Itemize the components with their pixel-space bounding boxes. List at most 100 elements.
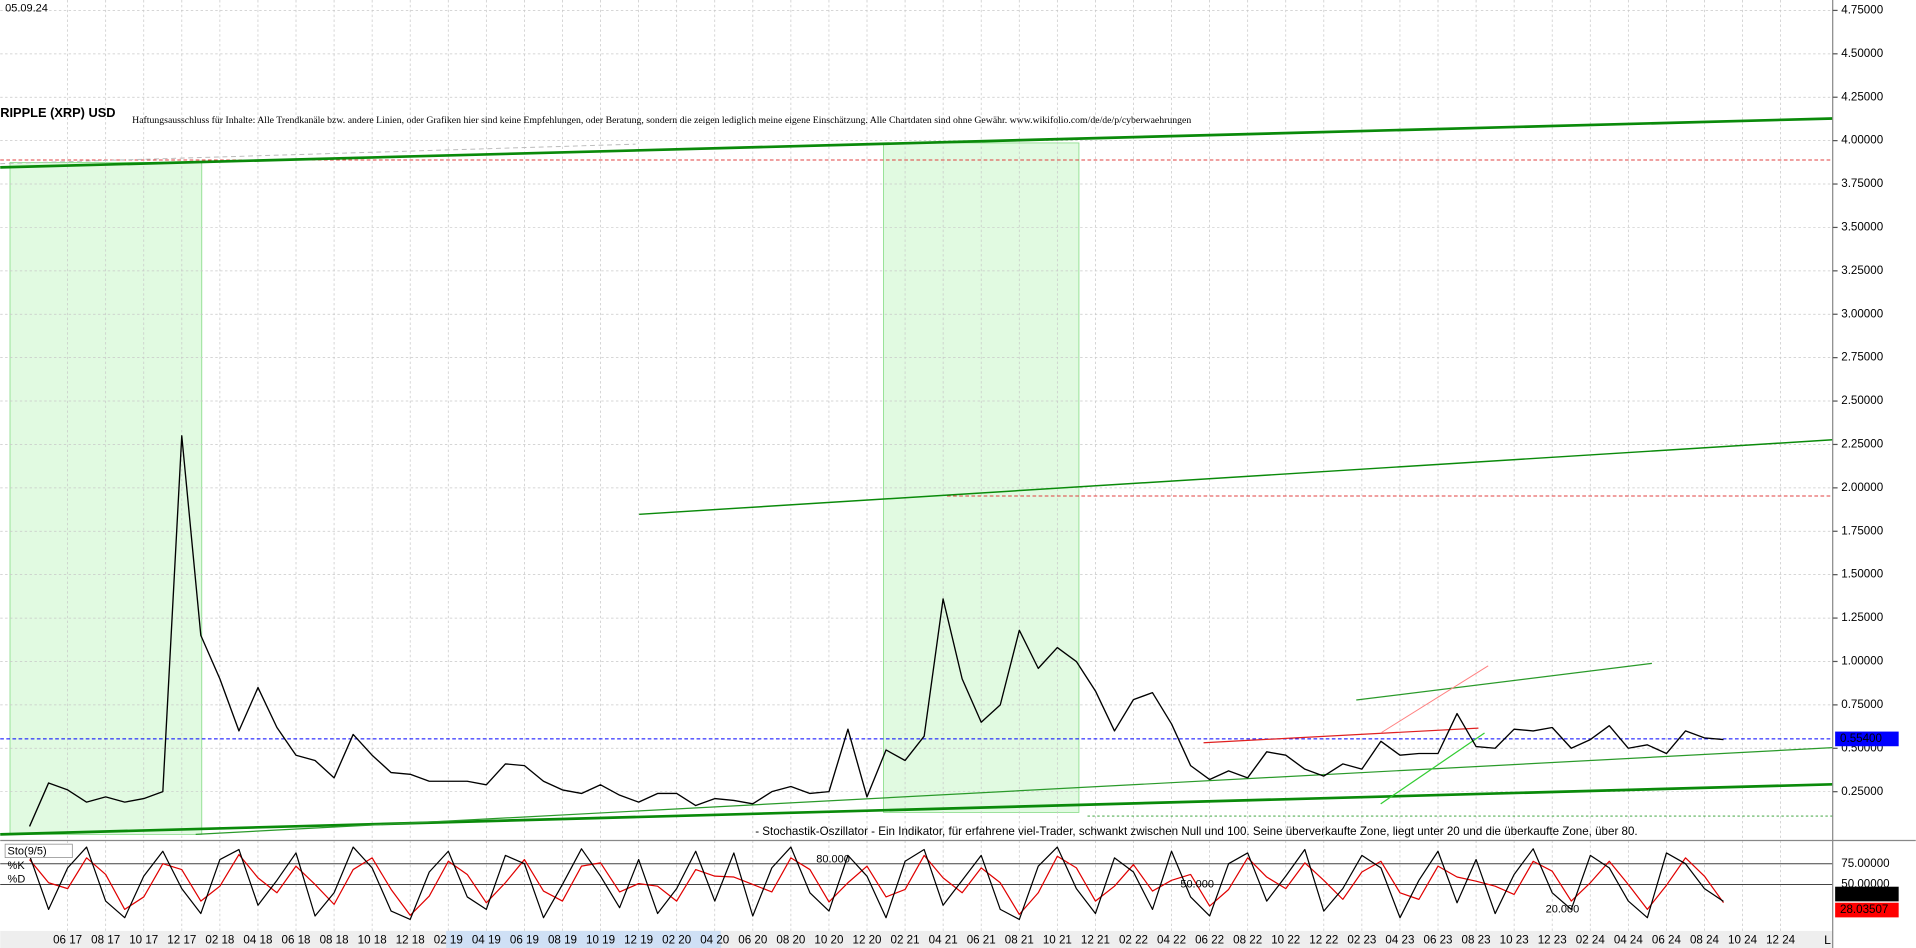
x-tick-label: 04 20 [700,934,729,947]
y-tick-label: 3.50000 [1841,220,1883,233]
indicator-note: - Stochastik-Oszillator - Ein Indikator,… [755,825,1637,838]
trend-line [1203,727,1479,744]
value-box [1835,731,1899,747]
y-tick-label: 4.25000 [1841,90,1883,103]
x-tick-label: 08 24 [1690,934,1720,947]
x-tick-label: 02 19 [434,934,463,947]
y-tick-label: 2.00000 [1841,481,1883,494]
x-tick-label: 06 20 [738,934,767,947]
x-tick-label: 12 19 [624,934,653,947]
legend-entry: %K [8,860,26,872]
x-tick-label: 12 23 [1538,934,1567,947]
x-axis-highlight [446,930,721,948]
indicator-name: Sto(9/5) [8,845,47,857]
x-tick-label: 04 24 [1614,934,1644,947]
y-tick-label: 2.50000 [1841,394,1883,407]
x-tick-label: 06 17 [53,934,82,947]
indicator-box[interactable] [4,843,73,858]
chart-title: RIPPLE (XRP) USD [0,105,115,120]
x-tick-label: 12 17 [167,934,196,947]
y-tick-label: 2.25000 [1841,438,1883,451]
trend-line [1356,662,1652,701]
x-tick-label: 08 22 [1233,934,1262,947]
x-tick-label: 10 22 [1271,934,1300,947]
x-tick-label: 10 23 [1500,934,1529,947]
y-tick-label: 1.00000 [1841,655,1883,668]
trend-line [0,117,1833,169]
value-label: 29.65927 [1840,887,1888,900]
y-tick-label: 1.50000 [1841,568,1883,581]
disclaimer: Haftungsausschluss für Inhalte: Alle Tre… [132,115,1191,126]
y-tick-label: 0.25000 [1841,785,1883,798]
x-tick-label: 10 19 [586,934,615,947]
y-tick-label: 3.25000 [1841,264,1883,277]
x-tick-label: 08 19 [548,934,577,947]
x-tick-label: 04 22 [1157,934,1186,947]
x-tick-label: 12 20 [853,934,882,947]
y-tick-label: 3.75000 [1841,177,1883,190]
grid [0,0,1833,931]
x-tick-label: 08 17 [91,934,120,947]
value-label: 0.55400 [1840,732,1882,745]
trend-line [0,143,636,165]
date-label: 05.09.24 [5,2,48,14]
value-box [1835,902,1899,918]
x-tick-label: 04 19 [472,934,501,947]
x-tick-label: 08 20 [776,934,805,947]
x-tick-label: 10 24 [1728,934,1758,947]
x-tick-label: 06 24 [1652,934,1682,947]
y-tick-label: 3.00000 [1841,307,1883,320]
x-tick-label: 06 19 [510,934,539,947]
trend-line [195,747,1833,835]
corner-button[interactable]: L [1824,933,1831,947]
y-tick-label: 1.25000 [1841,611,1883,624]
x-tick-label: 02 20 [662,934,691,947]
x-tick-label: 08 23 [1462,934,1491,947]
x-tick-label: 04 23 [1385,934,1414,947]
trend-line [0,782,1833,836]
y-tick-label: 2.75000 [1841,351,1883,364]
x-tick-label: 02 24 [1576,934,1606,947]
trend-line [1380,732,1485,805]
x-tick-label: 10 20 [814,934,843,947]
highlight-zone [883,142,1080,813]
x-tick-label: 10 21 [1043,934,1072,947]
trend-line [1380,665,1489,734]
x-tick-label: 10 18 [358,934,387,947]
y-tick-label: 4.50000 [1841,47,1883,60]
x-tick-label: 02 22 [1119,934,1148,947]
trend-lines [0,117,1833,836]
value-box [1835,886,1899,902]
x-tick-label: 04 18 [243,934,272,947]
y-tick-label: 0.75000 [1841,698,1883,711]
level-label: 80.000 [816,853,850,865]
x-tick-label: 06 22 [1195,934,1224,947]
x-tick-label: 08 21 [1005,934,1034,947]
x-tick-label: 12 21 [1081,934,1110,947]
y-tick-label: 1.75000 [1841,524,1883,537]
plot [28,435,1724,921]
x-tick-label: 02 21 [891,934,920,947]
y-tick-label: 75.00000 [1841,857,1889,870]
x-tick-label: 10 17 [129,934,158,947]
x-tick-label: 06 21 [967,934,996,947]
y-tick-label: 4.00000 [1841,134,1883,147]
x-tick-label: 02 23 [1347,934,1376,947]
price-line [28,435,1724,827]
x-tick-label: 12 22 [1309,934,1338,947]
value-label: 28.03507 [1840,903,1888,916]
x-tick-label: 04 21 [929,934,958,947]
legend-entry: %D [8,873,26,885]
x-tick-label: 06 18 [282,934,311,947]
x-tick-label: 06 23 [1424,934,1453,947]
x-tick-label: 08 18 [320,934,349,947]
level-label: 50.000 [1180,878,1214,890]
x-tick-label: 12 24 [1766,934,1796,947]
level-label: 20.000 [1546,903,1580,915]
price-line [29,853,1724,916]
y-tick-label: 4.75000 [1841,3,1883,16]
trend-line [639,439,1833,516]
price-line [28,846,1724,921]
